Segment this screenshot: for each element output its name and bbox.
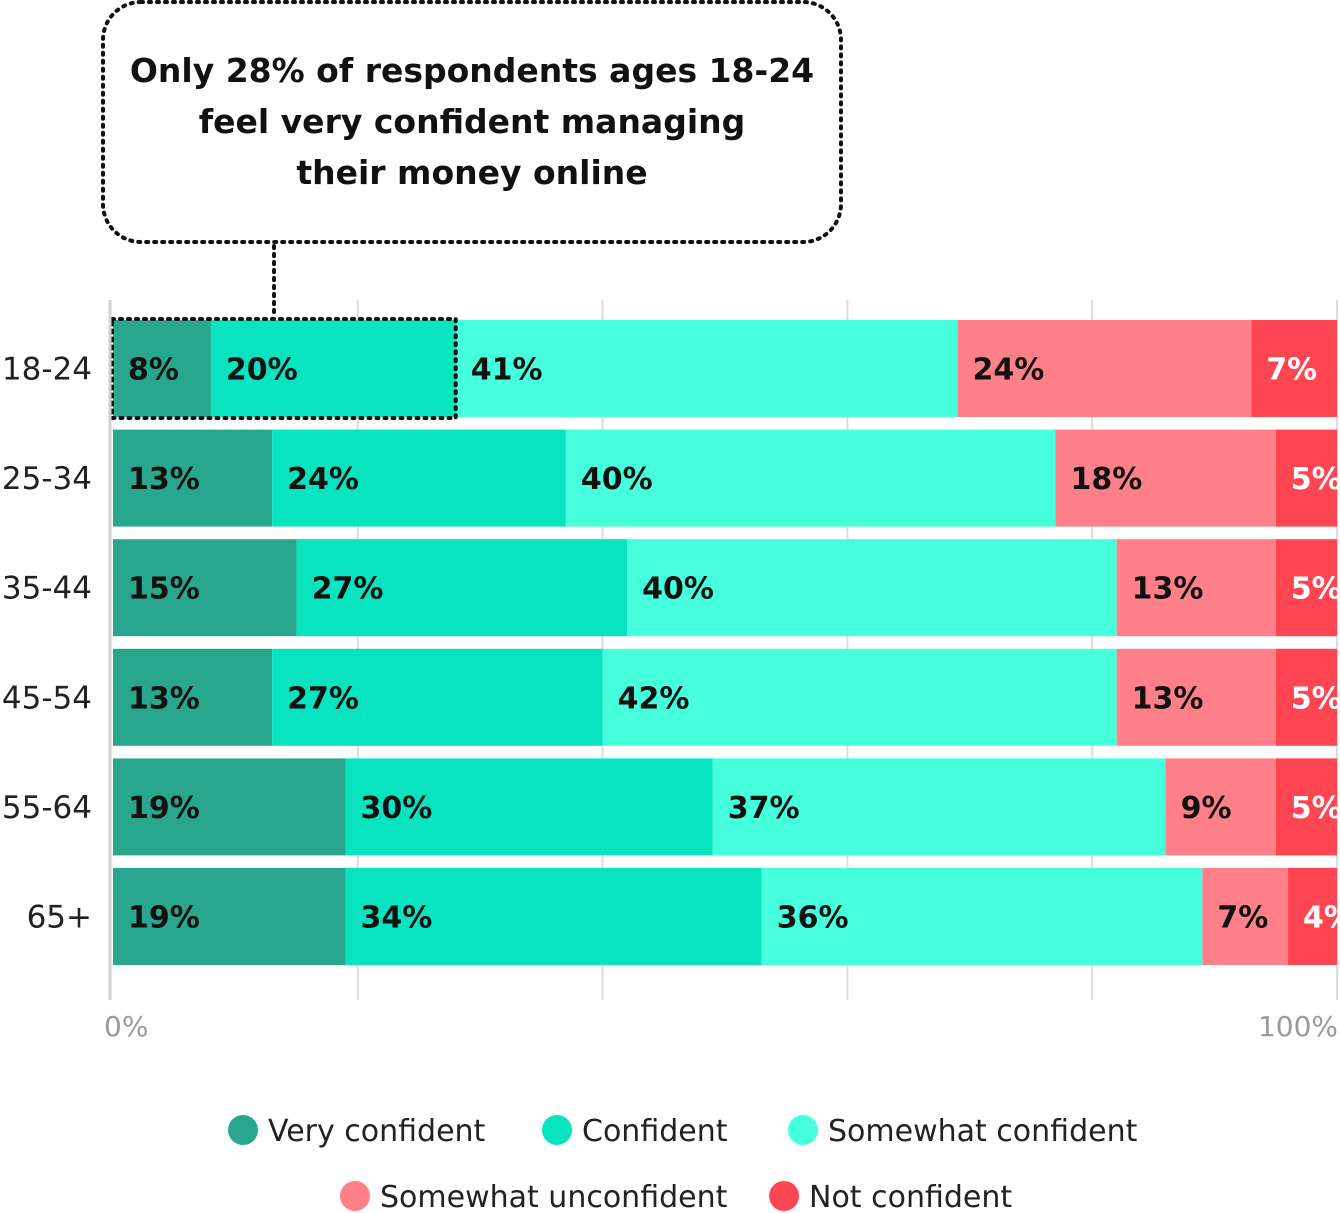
row-label: 65+ [27,900,92,936]
data-label: 4% [1303,901,1340,936]
data-label: 15% [128,572,200,607]
bar-segment [602,648,1117,746]
data-label: 27% [287,681,359,716]
data-label: 7% [1266,353,1317,388]
highlight-box [110,317,458,420]
bar-segment [113,868,346,965]
bar-segment [1251,320,1337,417]
bar-segment [272,429,566,527]
bar-segment [1116,539,1276,637]
legend-label: Somewhat confident [828,1114,1138,1149]
bar-segment [1275,539,1337,637]
bar-segment [1202,868,1289,965]
callout-box [101,0,843,244]
data-label: 30% [361,791,433,826]
row-label: 35-44 [2,571,92,607]
data-label: 13% [128,681,200,716]
row-label: 55-64 [2,790,92,826]
callout: Only 28% of respondents ages 18-24 feel … [101,0,843,316]
bar-segment [345,758,713,856]
data-label: 19% [128,791,200,826]
data-label: 40% [581,462,653,497]
bar-segment [345,868,762,965]
bar-segment [113,429,273,527]
data-label: 5% [1291,462,1340,497]
data-label: 5% [1291,681,1340,716]
legend-swatch [788,1115,818,1145]
data-label: 24% [287,462,359,497]
bar-segment [113,539,297,637]
data-label: 36% [777,901,849,936]
bar-segment [627,539,1117,637]
bar-segment [296,539,628,637]
bar-segment [113,648,273,746]
bar-segment [1275,429,1337,527]
legend-swatch [228,1115,258,1145]
highlight [110,317,458,420]
bar-segment [761,868,1203,965]
bar-segment [1275,648,1337,746]
data-label: 20% [226,353,298,388]
row-label: 45-54 [2,680,92,716]
data-label: 8% [128,353,179,388]
row-label: 18-24 [2,352,92,388]
data-label: 19% [128,901,200,936]
data-label: 37% [728,791,800,826]
data-label: 5% [1291,572,1340,607]
bar-segment [210,320,456,417]
data-label: 9% [1181,791,1232,826]
data-label: 40% [642,572,714,607]
x-tick-label: 0% [104,1010,148,1043]
axis: 0% 100% [104,300,1338,1043]
data-label: 5% [1291,791,1340,826]
data-label: 18% [1070,462,1142,497]
data-label: 42% [618,681,690,716]
callout-line-3: their money online [296,153,647,192]
legend-swatch [769,1181,799,1211]
legend-label: Not confident [809,1180,1012,1213]
x-tick-label: 100% [1258,1010,1338,1043]
bar-segment [113,758,346,856]
bar-segment [1165,758,1276,856]
legend-label: Somewhat unconfident [380,1180,728,1213]
bar-segment [1288,868,1337,965]
bar-segment [565,429,1056,527]
data-label: 24% [973,353,1045,388]
bar-segment [272,648,603,746]
callout-line-1: Only 28% of respondents ages 18-24 [130,51,814,90]
bar-segment [113,320,211,417]
data-label: 41% [471,353,543,388]
legend-swatch [542,1115,572,1145]
bar-segment [957,320,1252,417]
bar-segment [1055,429,1276,527]
bar-segment [455,320,958,417]
row-label: 25-34 [2,461,92,497]
data-label: 27% [312,572,384,607]
bar-segment [1275,758,1337,856]
data-label: 7% [1217,901,1268,936]
legend-label: Confident [582,1114,728,1149]
bar-segment [1116,648,1276,746]
legend-swatch [340,1181,370,1211]
callout-line-2: feel very confident managing [199,102,746,141]
legend-label: Very confident [268,1114,486,1149]
bars: 18-24 8% 20% 41% 24% 7% 25-34 13% 24% 40% 18% 5% 35-… [2,320,1340,965]
data-label: 13% [1132,681,1204,716]
data-label: 13% [128,462,200,497]
data-label: 34% [361,901,433,936]
legend: Very confident Confident Somewhat confiden… [228,1114,1138,1213]
bar-segment [712,758,1166,856]
data-label: 13% [1132,572,1204,607]
